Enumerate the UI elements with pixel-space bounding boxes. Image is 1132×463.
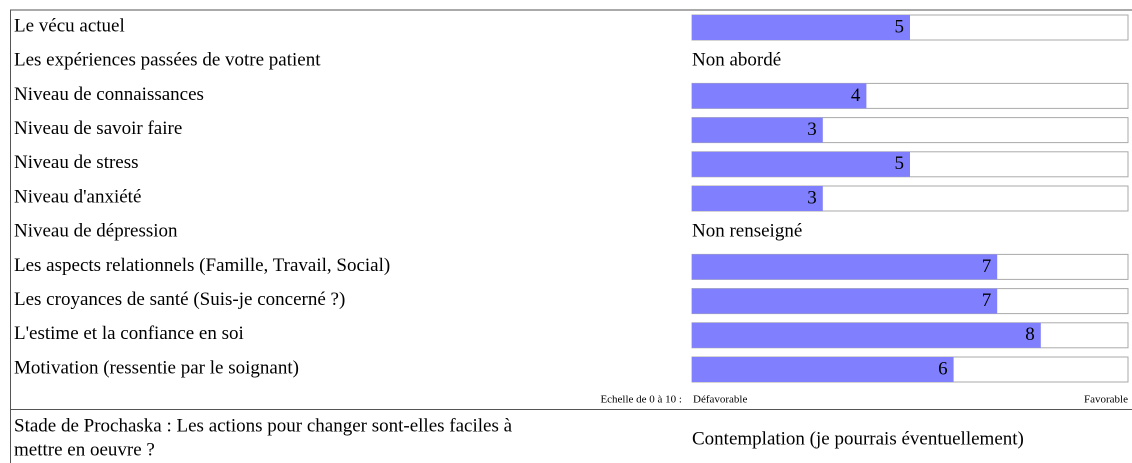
bar: [692, 151, 910, 177]
scale-label: Echelle de 0 à 10 :: [600, 394, 682, 406]
bar: [692, 357, 954, 382]
row-label: Niveau de connaissances: [14, 84, 204, 105]
bar-value: 7: [982, 290, 992, 311]
bar: [692, 15, 910, 40]
row-label: Motivation (ressentie par le soignant): [14, 357, 299, 378]
row-label: Niveau de savoir faire: [14, 118, 182, 139]
bar: [692, 186, 823, 211]
row-label: Les expériences passées de votre patient: [14, 50, 321, 71]
bar-value: 6: [938, 358, 948, 379]
bar-value: 5: [895, 16, 905, 37]
row-label: Niveau d'anxiété: [14, 186, 141, 207]
bar-value: 7: [982, 256, 992, 277]
bar-value: 5: [895, 153, 905, 174]
prochaska-question: mettre en oeuvre ?: [14, 439, 155, 460]
row-status: Non renseigné: [692, 221, 802, 242]
bar: [692, 322, 1041, 348]
scale-high: Favorable: [1084, 394, 1128, 406]
row-label: Niveau de dépression: [14, 221, 178, 242]
bar: [692, 83, 867, 109]
bar-value: 3: [807, 119, 817, 140]
bar-value: 8: [1025, 324, 1035, 345]
scale-low: Défavorable: [693, 394, 747, 406]
bar: [692, 254, 998, 280]
row-label: Niveau de stress: [14, 152, 139, 173]
bar: [692, 288, 998, 314]
bar-value: 4: [851, 85, 861, 106]
row-status: Non abordé: [692, 50, 781, 71]
row-label: Les aspects relationnels (Famille, Trava…: [14, 255, 390, 276]
row-label: Les croyances de santé (Suis-je concerné…: [14, 289, 345, 310]
row-label: L'estime et la confiance en soi: [14, 323, 244, 344]
prochaska-answer: Contemplation (je pourrais éventuellemen…: [692, 428, 1024, 449]
bar: [692, 117, 823, 143]
bar-value: 3: [807, 187, 817, 208]
row-label: Le vécu actuel: [14, 15, 125, 36]
prochaska-question: Stade de Prochaska : Les actions pour ch…: [14, 415, 513, 436]
